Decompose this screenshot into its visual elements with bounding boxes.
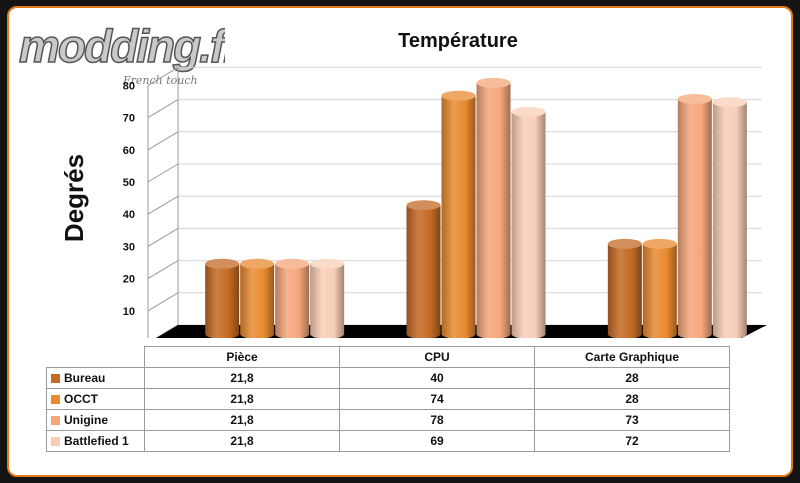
gridline-side [147,99,179,119]
bar [677,93,712,338]
y-axis-label: Degrés [59,154,89,242]
legend-swatch [51,416,60,426]
series-label: Unigine [46,409,145,431]
series-label: Battlefied 1 [46,430,145,452]
table-cell: 21,8 [144,409,340,431]
gridline-side [147,260,179,280]
series-label: Bureau [46,367,145,389]
y-tick-label: 20 [123,274,135,286]
table-header: Pièce CPU Carte Graphique [46,346,730,368]
bar [441,90,476,338]
table-cell: 72 [534,430,730,452]
series-name: OCCT [64,392,98,406]
series-name: Battlefied 1 [64,434,129,448]
table-cell: 28 [534,388,730,410]
table-cell: 21,8 [144,388,340,410]
chart-panel: modding.fr French touch Température Degré… [7,6,793,477]
y-tick-label: 50 [123,177,135,189]
y-tick-label: 60 [123,145,135,157]
gridline-side [147,131,179,151]
table-cell: 78 [339,409,535,431]
table-row: Battlefied 1 21,8 69 72 [46,430,730,452]
bar [275,258,310,338]
modding-logo: modding.fr French touch [18,19,225,87]
gridline-side [147,195,179,215]
bar [712,97,747,338]
y-tick-label: 30 [123,241,135,253]
bar [642,238,677,338]
bar [607,238,642,338]
column-header: Pièce [144,346,340,368]
legend-swatch [51,395,60,405]
bar [476,77,511,338]
gridline-side [147,227,179,247]
table-cell: 74 [339,388,535,410]
series-name: Bureau [64,371,106,385]
y-tick-label: 10 [123,306,135,318]
y-tick-label: 80 [123,80,135,92]
series-name: Unigine [64,413,108,427]
gridline-side [147,66,179,86]
bar-chart: TempératureDegrés01020304050607080 [59,30,767,338]
bar [310,258,345,338]
svg-text:modding.fr: modding.fr [19,20,225,72]
table-cell: 21,8 [144,430,340,452]
legend-swatch [51,437,60,447]
bar [240,258,275,338]
gridline-side [147,292,179,312]
table-cell: 73 [534,409,730,431]
y-tick-label: 70 [123,113,135,125]
column-header: Carte Graphique [534,346,730,368]
data-table: Pièce CPU Carte Graphique Bureau 21,8 40 28 OCC… [46,346,730,452]
bar [511,106,546,338]
bar [205,258,240,338]
bar [406,200,441,338]
svg-text:French touch: French touch [122,74,198,87]
chart-title: Température [398,30,518,52]
table-row: Bureau 21,8 40 28 [46,367,730,389]
table-row: Unigine 21,8 78 73 [46,409,730,431]
table-cell: 28 [534,367,730,389]
table-row: OCCT 21,8 74 28 [46,388,730,410]
table-cell: 21,8 [144,367,340,389]
legend-swatch [51,374,60,384]
table-corner [46,346,145,368]
column-header: CPU [339,346,535,368]
y-tick-label: 40 [123,209,135,221]
gridline-side [147,163,179,183]
table-cell: 69 [339,430,535,452]
series-label: OCCT [46,388,145,410]
table-cell: 40 [339,367,535,389]
